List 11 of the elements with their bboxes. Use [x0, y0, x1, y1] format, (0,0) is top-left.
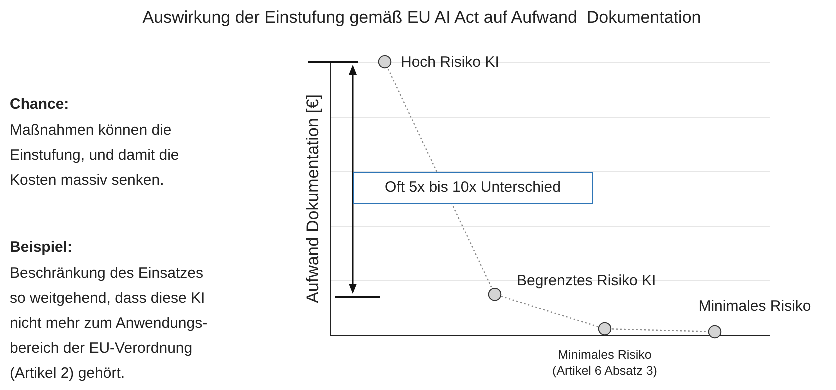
- annotation: Begrenztes Risiko KI: [517, 272, 656, 290]
- text: Beschränkung des Einsatzes so weitgehend, dass diese KI nicht mehr zum Anwendungs- bereich der EU-Verordnung (Artikel 2) gehört.: [10, 264, 208, 384]
- chart-title: Auswirkung der Einstufung gemäß EU AI Act auf Aufwand Dokumentation: [142, 8, 702, 28]
- text: Maßnahmen können die Einstufung, und damit die Kosten massiv senken.: [10, 121, 180, 191]
- text: Beispiel:: [10, 238, 73, 258]
- text: Minimales Risiko (Artikel 6 Absatz 3): [552, 348, 658, 378]
- annotation: Hoch Risiko KI: [401, 54, 500, 71]
- y-axis-title: Aufwand Dokumentation [€]: [304, 94, 322, 304]
- text-box: Oft 5x bis 10x Unterschied: [353, 172, 593, 204]
- text: Chance:: [10, 95, 70, 115]
- annotation: Minimales Risiko: [698, 298, 812, 315]
